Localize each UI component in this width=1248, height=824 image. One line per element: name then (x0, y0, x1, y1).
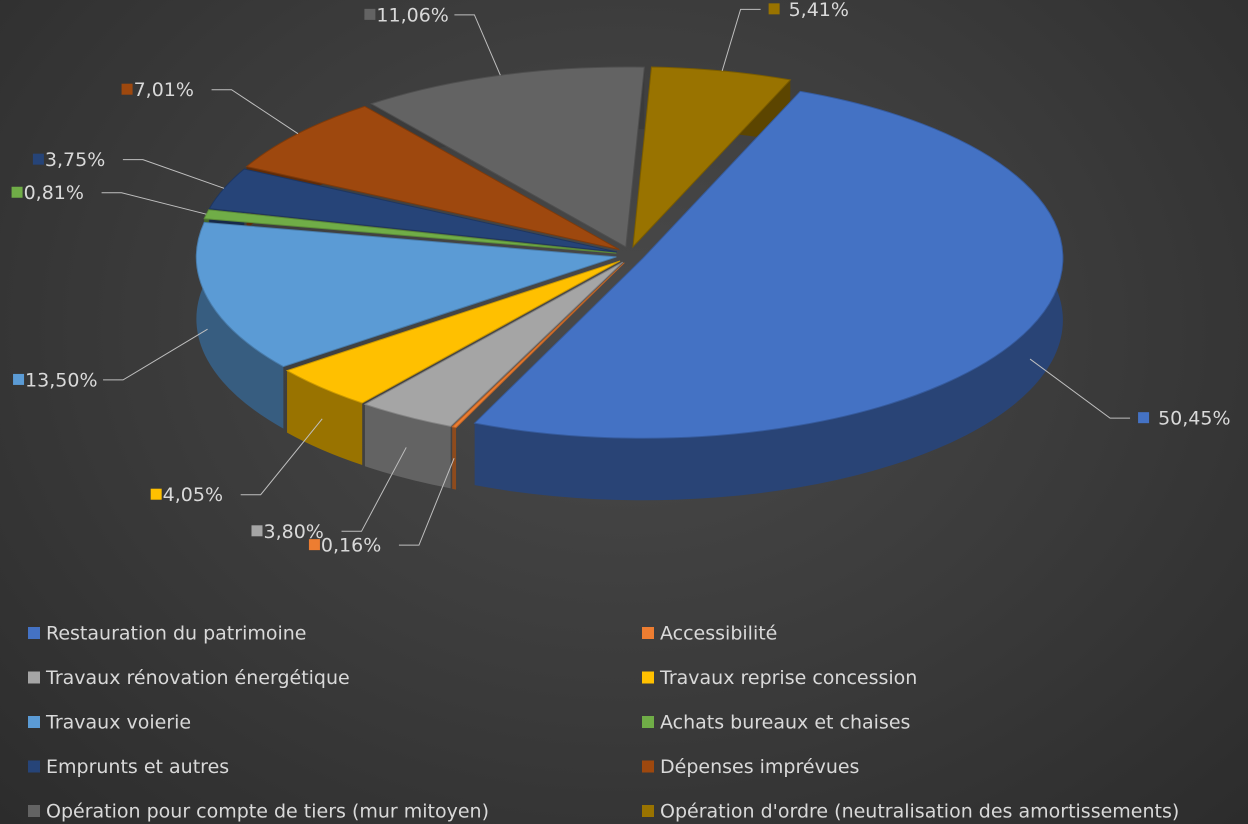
slice (632, 66, 792, 249)
leader-line (398, 458, 455, 546)
label-marker (768, 3, 780, 15)
slice-side (196, 222, 284, 429)
legend-label: Opération pour compte de tiers (mur mito… (46, 801, 489, 823)
leader-line (454, 14, 501, 76)
legend-label: Restauration du patrimoine (46, 623, 307, 645)
legend-swatch (642, 627, 654, 639)
legend-swatch (642, 760, 654, 773)
slice-side (452, 426, 457, 490)
leader-line (211, 89, 299, 135)
data-label: 3,80% (263, 521, 323, 543)
legend-swatch (642, 805, 654, 817)
legend-swatch (28, 627, 40, 639)
legend-swatch (28, 671, 40, 684)
label-marker (364, 8, 376, 20)
data-label: 13,50% (25, 369, 97, 391)
legend-label: Accessibilité (660, 623, 777, 645)
legend-label: Travaux reprise concession (659, 667, 917, 689)
leader-line (101, 192, 207, 215)
slice (451, 262, 625, 429)
legend-swatch (28, 716, 40, 728)
leader-line (341, 447, 407, 532)
slice (285, 260, 621, 404)
legend-label: Opération d'ordre (neutralisation des am… (660, 801, 1179, 823)
slice (245, 105, 620, 251)
leader-line (721, 8, 761, 72)
leader-line (240, 418, 323, 496)
label-marker (308, 539, 320, 551)
label-marker (11, 186, 23, 198)
slice (195, 221, 617, 368)
slice-side (287, 370, 363, 466)
label-marker (150, 488, 162, 500)
data-label: 11,06% (376, 4, 448, 26)
leader-line (1029, 358, 1131, 419)
legend-swatch (642, 671, 654, 684)
label-marker (13, 373, 25, 385)
slice-side (474, 91, 1063, 501)
label-marker (1138, 412, 1150, 424)
data-label: 50,45% (1158, 408, 1230, 430)
label-marker (121, 83, 133, 95)
slice (473, 90, 1064, 439)
data-label: 5,41% (789, 0, 849, 21)
leader-line (122, 159, 225, 189)
legend-label: Achats bureaux et chaises (660, 712, 910, 734)
data-label: 7,01% (134, 79, 194, 101)
legend-label: Travaux voierie (45, 712, 191, 734)
slice-side (364, 404, 451, 489)
data-label: 4,05% (163, 484, 223, 506)
leader-line (103, 328, 208, 381)
slice (363, 261, 624, 427)
data-label: 0,81% (24, 182, 84, 204)
legend-swatch (28, 760, 40, 773)
legend-label: Travaux rénovation énergétique (45, 667, 350, 689)
label-marker (32, 153, 44, 165)
legend-swatch (28, 805, 40, 817)
data-label: 3,75% (45, 149, 105, 171)
label-marker (251, 525, 263, 537)
data-label: 0,16% (321, 535, 381, 557)
legend-swatch (642, 716, 654, 728)
legend-label: Emprunts et autres (46, 756, 229, 778)
legend-label: Dépenses imprévues (660, 756, 859, 778)
slice (203, 209, 617, 254)
